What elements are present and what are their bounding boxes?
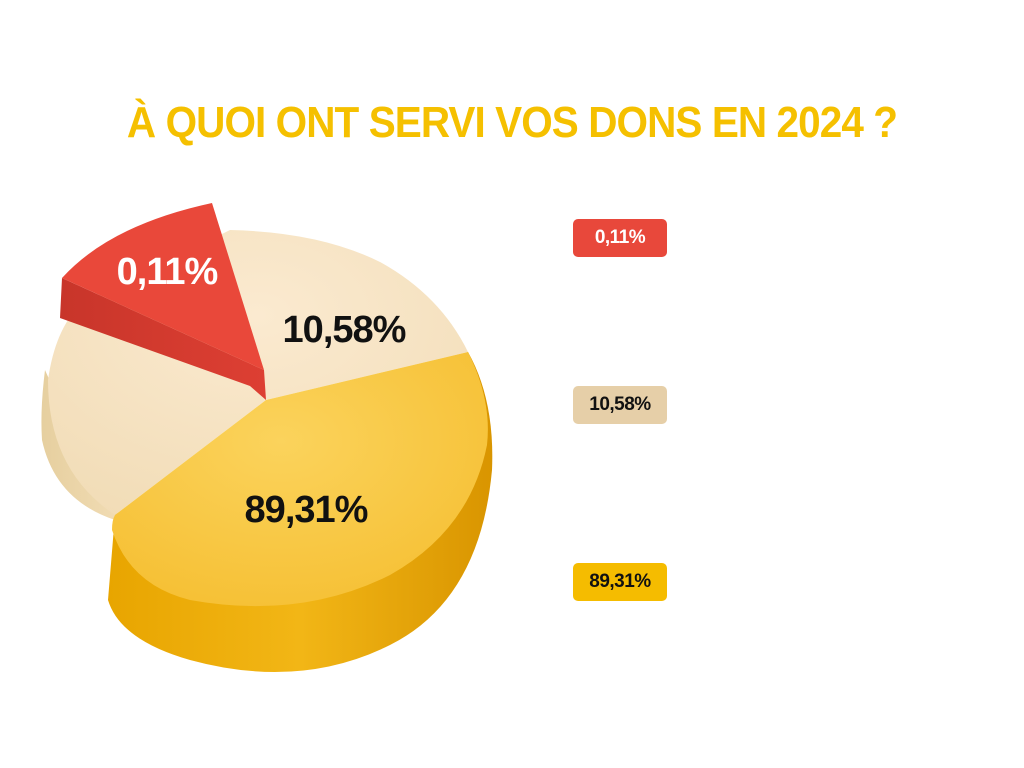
slice-label-89-31: 89,31% — [245, 489, 368, 531]
legend-badge-10-58: 10,58% — [573, 386, 667, 424]
legend-badge-89-31: 89,31% — [573, 563, 667, 601]
chart-title: À QUOI ONT SERVI VOS DONS EN 2024 ? — [126, 98, 898, 147]
legend-badge-0-11: 0,11% — [573, 219, 667, 257]
slice-side-0-11 — [60, 278, 266, 400]
slice-label-0-11: 0,11% — [117, 251, 218, 293]
legend-label: 10,58% — [589, 394, 651, 415]
slice-label-10-58: 10,58% — [283, 309, 406, 351]
slice-top-0-11 — [62, 203, 264, 370]
legend-label: 89,31% — [589, 571, 651, 592]
slice-top-89-31 — [112, 352, 488, 607]
legend-label: 0,11% — [594, 227, 646, 248]
